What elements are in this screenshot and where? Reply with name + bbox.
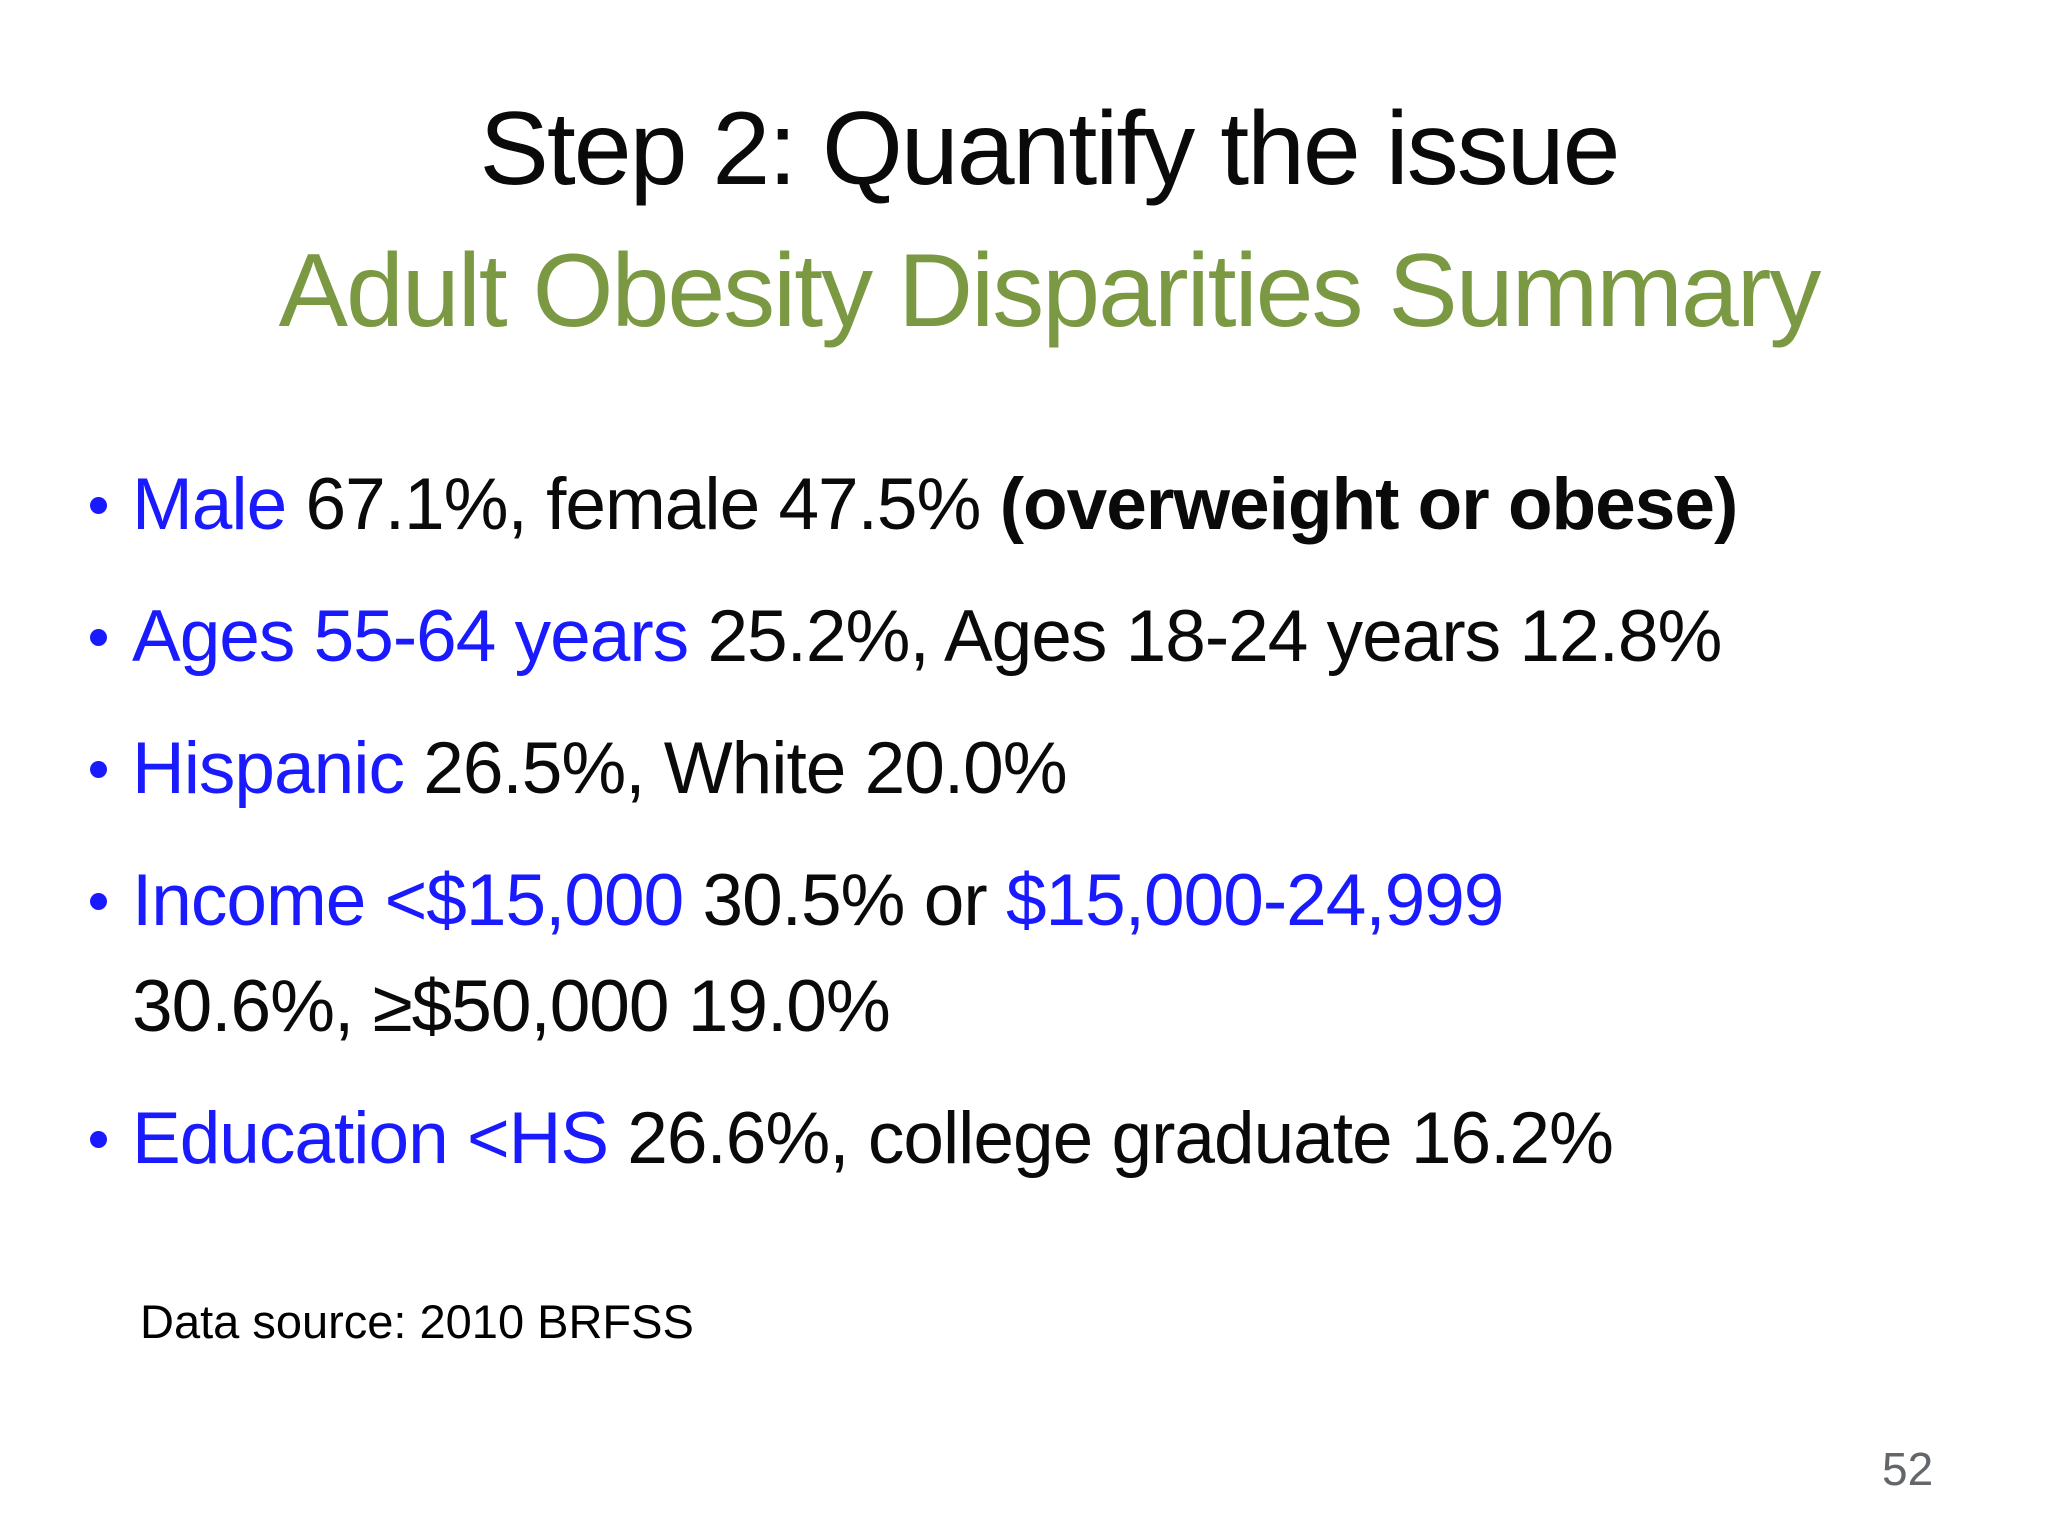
bullet-text-segment: 30.6%, ≥$50,000 19.0% (132, 966, 891, 1047)
bullet-text-segment: 26.5%, White 20.0% (403, 728, 1067, 809)
bullet-icon (90, 893, 107, 910)
bullet-list: Male 67.1%, female 47.5% (overweight or … (90, 452, 1960, 1218)
bullet-text-segment: 67.1%, female 47.5% (286, 464, 1000, 545)
bullet-text-segment: 25.2%, Ages 18-24 years 12.8% (688, 596, 1722, 677)
bullet-item-income: Income <$15,000 30.5% or $15,000-24,999 … (90, 848, 1960, 1060)
page-number: 52 (1882, 1443, 1934, 1495)
slide-title: Step 2: Quantify the issue (479, 91, 1621, 207)
data-source-note: Data source: 2010 BRFSS (140, 1295, 694, 1348)
bullet-text-segment: Ages 55-64 years (132, 596, 689, 677)
title-block: Step 2: Quantify the issue Adult Obesity… (100, 78, 1998, 362)
bullet-item-ethnicity: Hispanic 26.5%, White 20.0% (90, 716, 1960, 822)
bullet-icon (90, 629, 107, 646)
bullet-text-segment: Hispanic (132, 728, 405, 809)
bullet-text-segment: Income <$15,000 (132, 860, 684, 941)
bullet-item-education: Education <HS 26.6%, college graduate 16… (90, 1086, 1960, 1192)
bullet-item-gender: Male 67.1%, female 47.5% (overweight or … (90, 452, 1960, 558)
bullet-text-segment: Education <HS (132, 1098, 609, 1179)
bullet-text-segment: 26.6%, college graduate 16.2% (608, 1098, 1614, 1179)
bullet-icon (90, 761, 107, 778)
bullet-icon (90, 1131, 107, 1148)
bullet-text-segment: Male (132, 464, 287, 545)
bullet-text-segment: $15,000-24,999 (1005, 860, 1504, 941)
bullet-text-segment: 30.5% or (683, 860, 1006, 941)
slide-subtitle: Adult Obesity Disparities Summary (278, 233, 1822, 349)
bullet-icon (90, 497, 107, 514)
bullet-text-segment: (overweight or obese) (999, 464, 1739, 545)
bullet-item-age: Ages 55-64 years 25.2%, Ages 18-24 years… (90, 584, 1960, 690)
